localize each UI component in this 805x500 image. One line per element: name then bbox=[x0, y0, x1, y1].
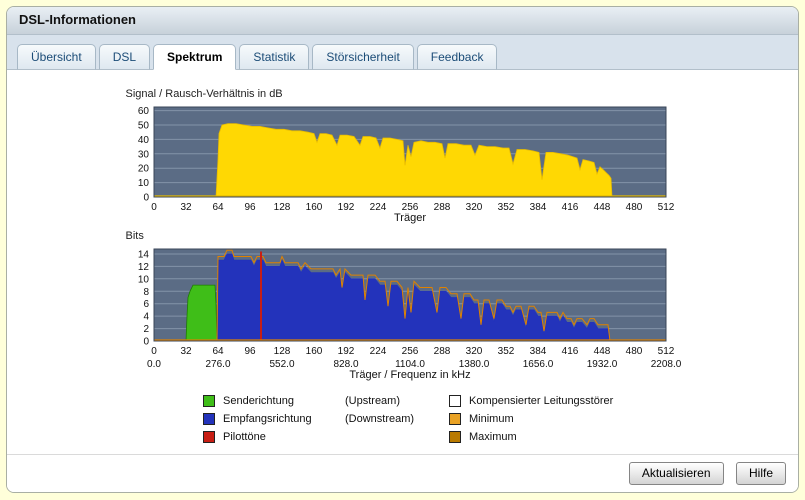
svg-text:320: 320 bbox=[465, 202, 482, 213]
svg-text:0: 0 bbox=[143, 193, 149, 204]
svg-text:256: 256 bbox=[401, 202, 418, 213]
svg-text:60: 60 bbox=[137, 106, 149, 117]
svg-text:Träger / Frequenz in kHz: Träger / Frequenz in kHz bbox=[349, 369, 470, 381]
legend-row-pilot: Pilottöne Maximum bbox=[203, 429, 798, 445]
svg-text:128: 128 bbox=[273, 346, 290, 357]
tab-dsl[interactable]: DSL bbox=[98, 44, 151, 70]
svg-text:1104.0: 1104.0 bbox=[395, 359, 425, 370]
svg-text:10: 10 bbox=[137, 178, 149, 189]
svg-text:6: 6 bbox=[143, 299, 149, 310]
svg-text:12: 12 bbox=[137, 262, 149, 273]
svg-text:64: 64 bbox=[212, 346, 224, 357]
svg-text:416: 416 bbox=[561, 346, 578, 357]
svg-text:0: 0 bbox=[151, 346, 157, 357]
svg-text:512: 512 bbox=[657, 202, 674, 213]
legend-label-upstream: Senderichtung bbox=[223, 395, 294, 407]
legend-swatch-downstream bbox=[203, 413, 215, 425]
svg-text:288: 288 bbox=[433, 202, 450, 213]
legend-sub-downstream: (Downstream) bbox=[345, 413, 415, 425]
svg-text:Träger: Träger bbox=[394, 212, 426, 224]
svg-text:14: 14 bbox=[137, 250, 149, 261]
svg-text:384: 384 bbox=[529, 346, 546, 357]
svg-text:10: 10 bbox=[137, 274, 149, 285]
svg-text:480: 480 bbox=[625, 202, 642, 213]
svg-text:160: 160 bbox=[305, 346, 322, 357]
svg-text:32: 32 bbox=[180, 202, 192, 213]
snr-spectrum-chart: 0 32 64 96 128 160 192 224 256 288 320 352 384 416 448… bbox=[137, 106, 674, 224]
svg-text:2: 2 bbox=[143, 324, 149, 335]
svg-text:480: 480 bbox=[625, 346, 642, 357]
legend: Senderichtung (Upstream) Kompensierter L… bbox=[203, 393, 798, 445]
svg-text:1656.0: 1656.0 bbox=[522, 359, 553, 370]
tab-stoersicherheit[interactable]: Störsicherheit bbox=[312, 44, 414, 70]
legend-label-pilot: Pilottöne bbox=[223, 431, 266, 443]
svg-text:30: 30 bbox=[137, 149, 149, 160]
legend-sub-upstream: (Upstream) bbox=[345, 395, 401, 407]
svg-text:4: 4 bbox=[143, 312, 149, 323]
svg-text:0: 0 bbox=[151, 202, 157, 213]
help-button[interactable]: Hilfe bbox=[735, 462, 786, 485]
svg-text:448: 448 bbox=[593, 202, 610, 213]
svg-text:40: 40 bbox=[137, 135, 149, 146]
bits-spectrum-chart: 0 32 64 96 128 160 192 224 256 288 320 352 384 416 448… bbox=[137, 248, 681, 381]
dsl-info-window: DSL-Informationen Übersicht DSL Spektrum… bbox=[6, 6, 799, 493]
svg-text:384: 384 bbox=[529, 202, 546, 213]
bits-chart-block: Bits 0 32 64 96 128 160 192 224 256 288 320 352 384 4… bbox=[124, 230, 682, 383]
svg-text:96: 96 bbox=[244, 346, 256, 357]
svg-text:50: 50 bbox=[137, 121, 149, 132]
content-area: Signal / Rausch-Verhältnis in dB 0 32 64 96… bbox=[7, 70, 798, 445]
svg-text:512: 512 bbox=[657, 346, 674, 357]
legend-label-downstream: Empfangsrichtung bbox=[223, 413, 312, 425]
legend-swatch-minimum bbox=[449, 413, 461, 425]
legend-label-maximum: Maximum bbox=[469, 431, 517, 443]
tab-spektrum[interactable]: Spektrum bbox=[153, 44, 237, 70]
page-title: DSL-Informationen bbox=[19, 12, 136, 27]
svg-text:288: 288 bbox=[433, 346, 450, 357]
legend-label-minimum: Minimum bbox=[469, 413, 514, 425]
tab-uebersicht[interactable]: Übersicht bbox=[17, 44, 96, 70]
svg-text:20: 20 bbox=[137, 164, 149, 175]
svg-text:276.0: 276.0 bbox=[205, 359, 230, 370]
svg-text:192: 192 bbox=[337, 202, 354, 213]
legend-swatch-upstream bbox=[203, 395, 215, 407]
svg-text:8: 8 bbox=[143, 287, 149, 298]
svg-text:1932.0: 1932.0 bbox=[586, 359, 617, 370]
footer: Aktualisieren Hilfe bbox=[7, 454, 798, 492]
svg-text:1380.0: 1380.0 bbox=[458, 359, 489, 370]
legend-swatch-kompensiert bbox=[449, 395, 461, 407]
tab-statistik[interactable]: Statistik bbox=[239, 44, 310, 70]
svg-text:416: 416 bbox=[561, 202, 578, 213]
svg-text:552.0: 552.0 bbox=[269, 359, 294, 370]
legend-swatch-maximum bbox=[449, 431, 461, 443]
snr-chart-block: Signal / Rausch-Verhältnis in dB 0 32 64 96… bbox=[124, 88, 682, 226]
svg-text:32: 32 bbox=[180, 346, 192, 357]
svg-text:224: 224 bbox=[369, 202, 386, 213]
bits-chart-title: Bits bbox=[125, 230, 144, 242]
svg-text:352: 352 bbox=[497, 202, 514, 213]
svg-text:192: 192 bbox=[337, 346, 354, 357]
legend-swatch-pilot bbox=[203, 431, 215, 443]
legend-row-upstream: Senderichtung (Upstream) Kompensierter L… bbox=[203, 393, 798, 409]
svg-text:828.0: 828.0 bbox=[333, 359, 358, 370]
tab-feedback[interactable]: Feedback bbox=[416, 44, 498, 70]
legend-row-downstream: Empfangsrichtung (Downstream) Minimum bbox=[203, 411, 798, 427]
svg-text:256: 256 bbox=[401, 346, 418, 357]
svg-text:224: 224 bbox=[369, 346, 386, 357]
svg-text:160: 160 bbox=[305, 202, 322, 213]
tab-strip: Übersicht DSL Spektrum Statistik Störsic… bbox=[7, 35, 798, 70]
svg-text:96: 96 bbox=[244, 202, 256, 213]
svg-text:2208.0: 2208.0 bbox=[650, 359, 681, 370]
svg-text:0.0: 0.0 bbox=[147, 359, 161, 370]
refresh-button[interactable]: Aktualisieren bbox=[628, 462, 724, 485]
snr-chart-title: Signal / Rausch-Verhältnis in dB bbox=[125, 88, 283, 100]
window-titlebar: DSL-Informationen bbox=[7, 7, 798, 35]
svg-text:128: 128 bbox=[273, 202, 290, 213]
svg-text:0: 0 bbox=[143, 337, 149, 348]
svg-text:448: 448 bbox=[593, 346, 610, 357]
svg-text:352: 352 bbox=[497, 346, 514, 357]
svg-text:320: 320 bbox=[465, 346, 482, 357]
legend-label-kompensiert: Kompensierter Leitungsstörer bbox=[469, 395, 614, 407]
svg-text:64: 64 bbox=[212, 202, 224, 213]
